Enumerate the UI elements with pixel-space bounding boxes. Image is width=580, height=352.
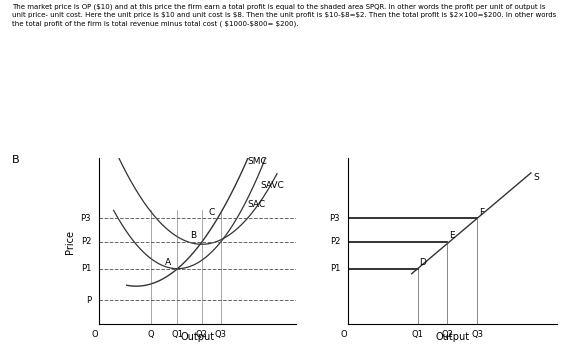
Text: A: A <box>165 258 171 267</box>
Text: O: O <box>92 330 98 339</box>
X-axis label: Output: Output <box>180 332 214 342</box>
Text: The market price is OP ($10) and at this price the firm earn a total profit is e: The market price is OP ($10) and at this… <box>12 4 556 26</box>
Text: Q3: Q3 <box>472 330 483 339</box>
Text: P: P <box>86 296 91 305</box>
Text: P1: P1 <box>81 264 91 273</box>
Text: Q2: Q2 <box>441 330 454 339</box>
Text: Q: Q <box>148 330 154 339</box>
Text: Q1: Q1 <box>412 330 423 339</box>
Text: SAVC: SAVC <box>260 181 284 190</box>
Text: S: S <box>533 173 539 182</box>
Text: Q1: Q1 <box>172 330 183 339</box>
Text: P3: P3 <box>329 214 340 223</box>
Text: E: E <box>450 231 455 240</box>
Text: Price: Price <box>66 230 75 254</box>
Text: SAC: SAC <box>247 200 265 209</box>
Text: D: D <box>419 258 426 267</box>
X-axis label: Output: Output <box>436 332 469 342</box>
Text: SMC: SMC <box>247 157 267 166</box>
Text: P2: P2 <box>81 237 91 246</box>
Text: P3: P3 <box>81 214 91 223</box>
Text: F: F <box>479 208 484 217</box>
Text: C: C <box>209 208 215 217</box>
Text: Q3: Q3 <box>215 330 227 339</box>
Text: P2: P2 <box>329 237 340 246</box>
Text: P1: P1 <box>329 264 340 273</box>
Text: B: B <box>190 231 197 240</box>
Text: Q2: Q2 <box>196 330 208 339</box>
Text: O: O <box>340 330 347 339</box>
Text: B: B <box>12 155 19 165</box>
